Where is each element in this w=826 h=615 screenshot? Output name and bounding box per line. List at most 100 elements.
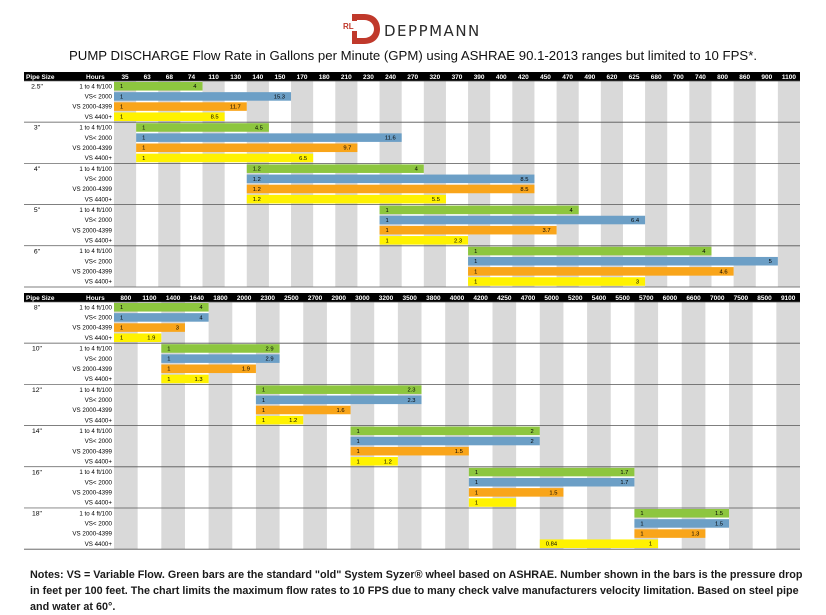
bar xyxy=(161,344,280,353)
row-label: 1 to 4 ft/100 xyxy=(79,125,112,132)
bar xyxy=(161,374,209,384)
bar-start-label: 1 xyxy=(167,377,170,383)
x-tick-label: 620 xyxy=(606,74,617,81)
bar-end-label: 4 xyxy=(199,305,203,311)
x-tick-label: 320 xyxy=(429,74,440,81)
bar xyxy=(114,333,162,342)
bar xyxy=(136,153,314,163)
bar xyxy=(114,82,203,91)
bar-start-label: 1.2 xyxy=(253,197,261,203)
x-tick-label: 470 xyxy=(562,74,573,81)
bar xyxy=(468,467,635,477)
x-tick-label: 63 xyxy=(144,74,152,81)
x-tick-label: 210 xyxy=(341,74,352,81)
row-label: VS 2000-4399 xyxy=(72,325,112,332)
row-label: VS 4400+ xyxy=(85,500,113,507)
bar-start-label: 1 xyxy=(640,521,643,527)
pipe-size-label: 5" xyxy=(34,207,41,214)
bar xyxy=(350,446,469,456)
row-label: 1 to 4 ft/100 xyxy=(79,469,112,476)
column-stripe xyxy=(246,81,269,287)
bar-start-label: 1 xyxy=(640,532,643,538)
x-tick-label: 2900 xyxy=(331,295,346,302)
row-label: VS 2000-4399 xyxy=(72,366,112,373)
bar-end-label: 2.3 xyxy=(407,388,415,394)
row-label-area xyxy=(24,81,114,123)
x-tick-label: 4200 xyxy=(473,295,488,302)
row-label: VS 4400+ xyxy=(85,155,113,162)
x-tick-label: 7000 xyxy=(710,295,725,302)
x-tick-label: 240 xyxy=(385,74,396,81)
x-tick-label: 2500 xyxy=(284,295,299,302)
row-label: 1 to 4 ft/100 xyxy=(79,166,112,173)
bar xyxy=(468,267,734,276)
row-label: VS< 2000 xyxy=(85,94,113,101)
x-tick-label: 680 xyxy=(651,74,662,81)
bar xyxy=(255,395,422,405)
row-label: VS 4400+ xyxy=(85,196,113,203)
x-tick-label: 8500 xyxy=(757,295,772,302)
bar xyxy=(246,174,535,184)
pipe-size-label: 8" xyxy=(34,305,41,312)
bar-start-label: 1.2 xyxy=(253,187,261,193)
x-tick-label: 140 xyxy=(252,74,263,81)
pipe-size-label: 10" xyxy=(32,346,43,353)
bar xyxy=(634,529,706,538)
bar-end-label: 15.3 xyxy=(274,94,285,100)
bar xyxy=(114,323,185,332)
bar-end-label: 1.2 xyxy=(384,459,392,465)
x-tick-label: 390 xyxy=(474,74,485,81)
bar-end-label: 2.9 xyxy=(266,357,274,363)
row-label: VS 2000-4399 xyxy=(72,407,112,414)
bar-end-label: 1 xyxy=(649,542,652,548)
row-label-area xyxy=(24,384,114,426)
bar-start-label: 1.2 xyxy=(253,177,261,183)
bar xyxy=(161,354,280,363)
row-label: VS 4400+ xyxy=(85,279,113,286)
x-tick-label: 450 xyxy=(540,74,551,81)
bar xyxy=(379,236,469,245)
x-tick-label: 5700 xyxy=(639,295,654,302)
bar-end-label: 9.7 xyxy=(343,146,351,152)
bar-end-label: 11.7 xyxy=(230,105,241,111)
row-label: VS 4400+ xyxy=(85,458,113,465)
bar-end-label: 8.5 xyxy=(520,187,528,193)
x-tick-label: 2700 xyxy=(308,295,323,302)
bar-start-label: 1 xyxy=(120,326,123,332)
row-label-area xyxy=(24,122,114,164)
deppmann-logo: RL DEPPMANN xyxy=(342,12,542,46)
row-label: VS 4400+ xyxy=(85,541,113,548)
bar-start-label: 1 xyxy=(474,249,477,255)
bar-start-label: 1 xyxy=(142,136,145,142)
row-label-area xyxy=(24,302,114,344)
bar xyxy=(114,102,247,111)
bar xyxy=(114,112,225,121)
bar-end-label: 1.9 xyxy=(242,367,250,373)
bar-end-label: 1.5 xyxy=(549,490,557,496)
x-tick-label: 1100 xyxy=(142,295,156,302)
x-tick-label: 9100 xyxy=(781,295,796,302)
x-tick-label: 740 xyxy=(695,74,706,81)
row-label: 1 to 4 ft/100 xyxy=(79,346,112,353)
row-label: VS 4400+ xyxy=(85,114,113,121)
row-label: 1 to 4 ft/100 xyxy=(79,304,112,311)
bar-end-label: 4 xyxy=(702,249,706,255)
x-tick-label: 130 xyxy=(230,74,241,81)
bar-start-label: 1 xyxy=(142,156,145,162)
bar-start-label: 1 xyxy=(357,439,360,445)
pipe-size-label: 12" xyxy=(32,387,43,394)
bar-end-label: 2 xyxy=(531,439,534,445)
bar-end-label: 1.9 xyxy=(147,336,155,342)
column-stripe xyxy=(689,81,712,287)
pipe-size-label: 6" xyxy=(34,248,41,255)
row-label: 1 to 4 ft/100 xyxy=(79,248,112,255)
bar-start-label: 1 xyxy=(357,429,360,435)
bar-end-label: 6.4 xyxy=(631,218,640,224)
bar-start-label: 1 xyxy=(640,511,643,517)
row-label: 1 to 4 ft/100 xyxy=(79,207,112,214)
bar xyxy=(114,313,209,322)
x-tick-label: 900 xyxy=(761,74,772,81)
x-tick-label: 110 xyxy=(208,74,219,81)
bar xyxy=(255,385,422,394)
row-label: VS 2000-4399 xyxy=(72,269,112,276)
